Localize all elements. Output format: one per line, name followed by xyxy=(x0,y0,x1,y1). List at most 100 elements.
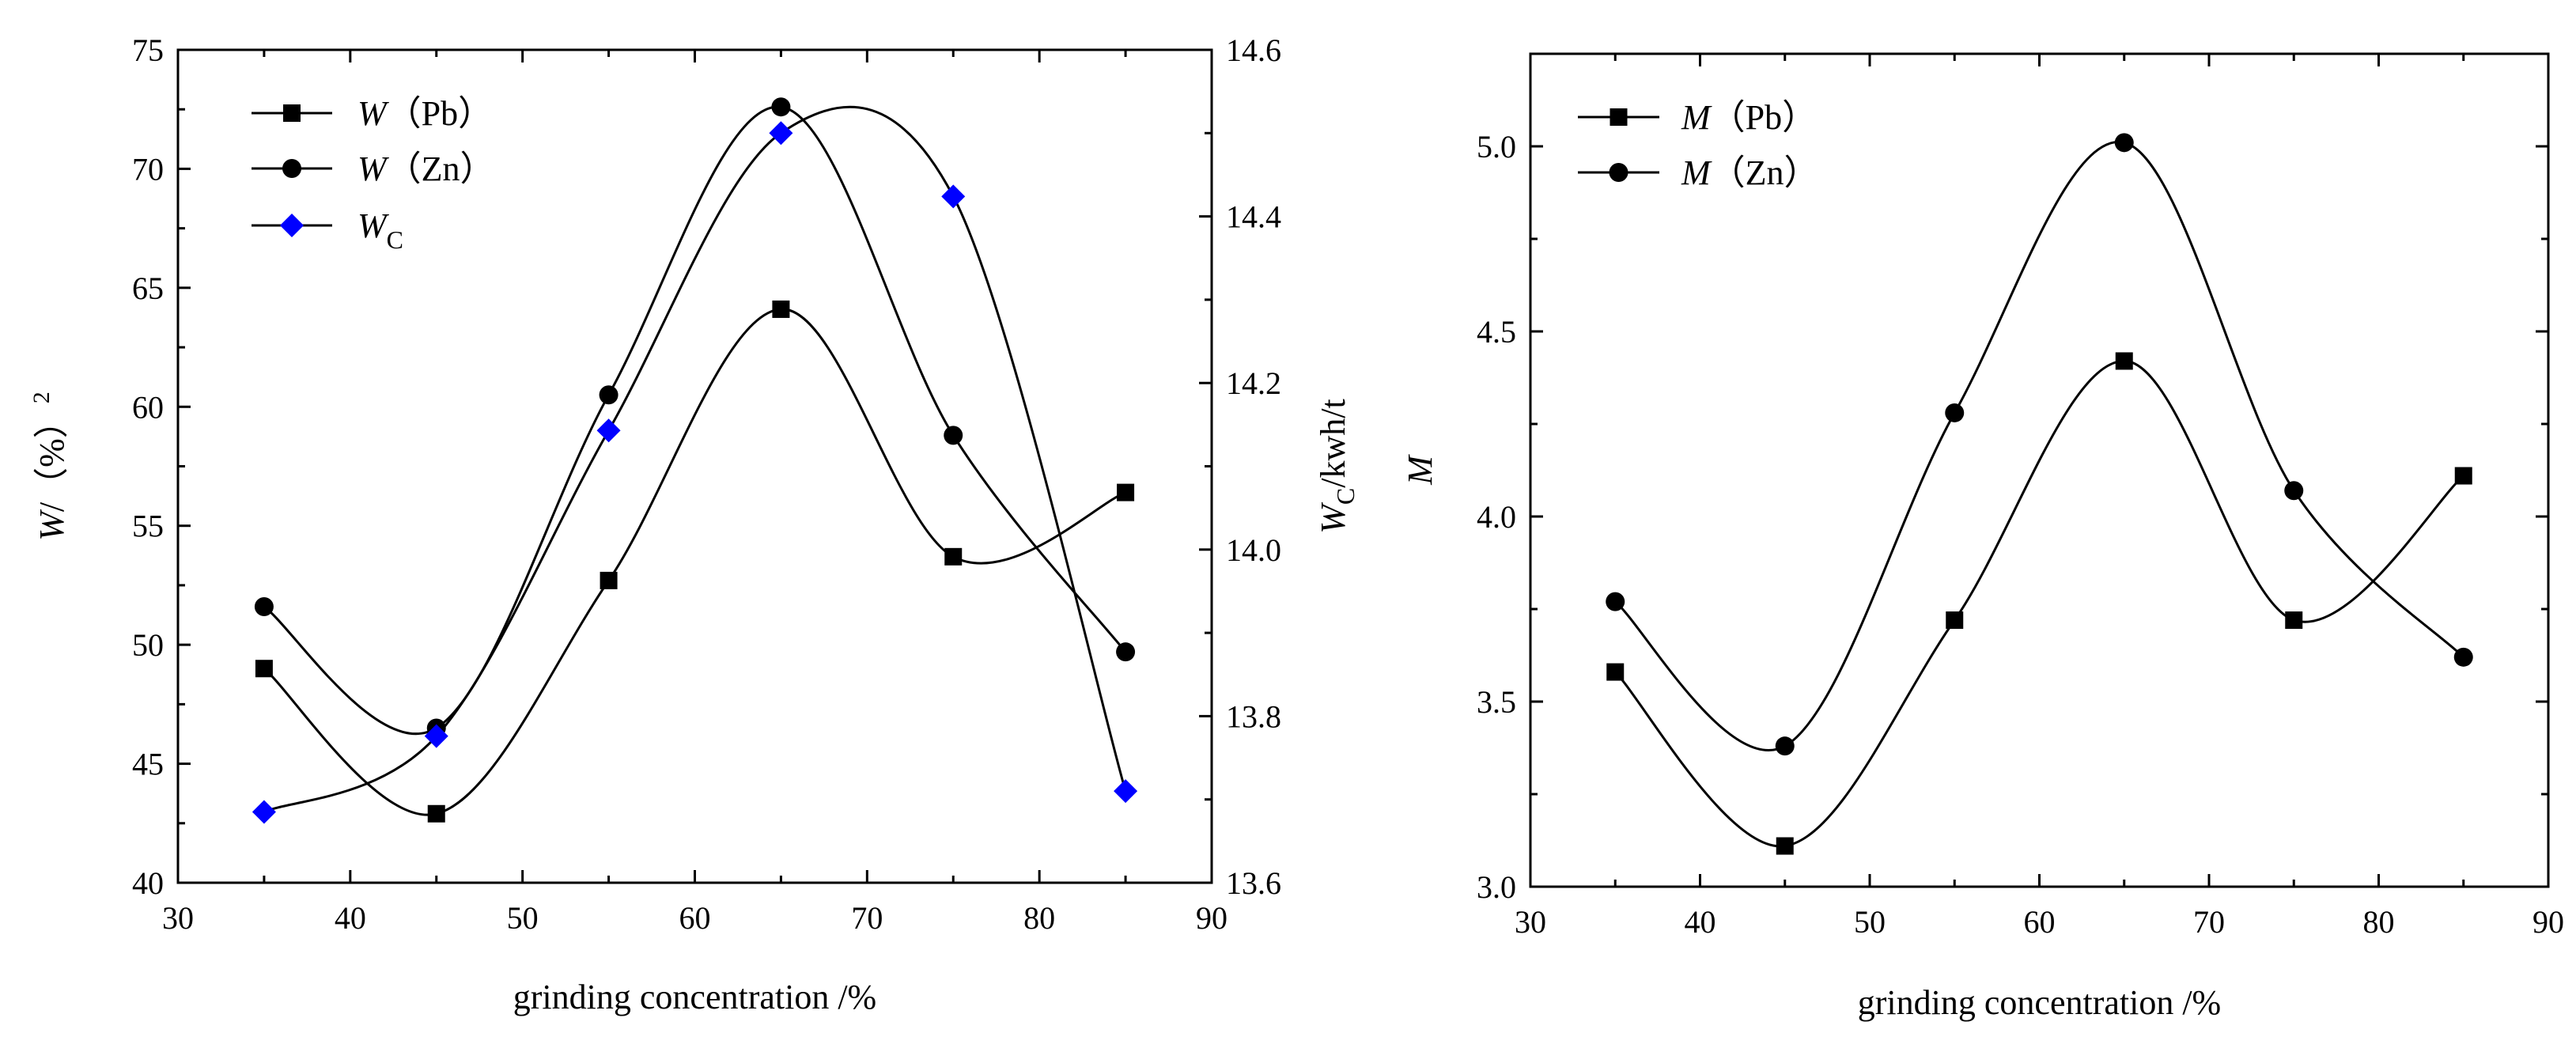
legend-label-text: （Pb） xyxy=(1711,98,1817,137)
legend-label-text: （Pb） xyxy=(387,94,493,133)
data-point xyxy=(600,571,618,589)
series-line xyxy=(1614,359,2464,848)
data-point xyxy=(1114,779,1138,804)
legend-label: W（Pb） xyxy=(357,94,493,133)
data-point xyxy=(1946,611,1964,630)
y2-tick-label: 14.2 xyxy=(1226,365,1281,401)
data-point xyxy=(769,121,793,146)
data-point xyxy=(1776,837,1794,855)
data-point xyxy=(1117,483,1135,501)
legend-label-text: （Zn） xyxy=(387,149,495,188)
series-wc xyxy=(252,105,1138,824)
data-point xyxy=(2453,647,2473,667)
y-tick-label: 65 xyxy=(132,271,164,306)
y-tick-label: 75 xyxy=(132,32,164,68)
series-w-pb- xyxy=(255,300,1135,823)
legend-label: W（Zn） xyxy=(357,149,495,188)
y2-tick-label: 14.0 xyxy=(1226,532,1281,568)
y-tick-label: 45 xyxy=(132,747,164,782)
legend-marker xyxy=(280,214,304,237)
x-tick-label: 70 xyxy=(851,900,883,936)
series-line xyxy=(263,105,1127,736)
y2-tick-label: 13.8 xyxy=(1226,698,1281,734)
legend-label: M（Zn） xyxy=(1681,153,1819,192)
x-tick-label: 30 xyxy=(1515,904,1546,940)
x-tick-label: 50 xyxy=(507,900,539,936)
data-point xyxy=(2115,352,2133,370)
x-tick-label: 60 xyxy=(679,900,711,936)
data-point xyxy=(254,597,274,617)
legend-marker xyxy=(282,159,301,178)
y-axis-label-symbol: W xyxy=(32,509,71,541)
data-point xyxy=(424,724,448,748)
y2-tick-label: 14.4 xyxy=(1226,199,1281,235)
x-axis-label: grinding concentration /% xyxy=(1858,983,2221,1022)
x-tick-label: 30 xyxy=(162,900,194,936)
data-point xyxy=(2285,611,2303,630)
legend-marker xyxy=(283,104,301,122)
y-axis-label: W/（%）2 xyxy=(28,392,71,541)
x-tick-label: 80 xyxy=(2363,904,2395,940)
x-tick-label: 90 xyxy=(1196,900,1227,936)
legend-label: WC xyxy=(357,206,403,254)
legend-label-text: （Zn） xyxy=(1711,153,1819,192)
chart-panel-left: 30 40 50 60 70 80 90404550556065707513.613.814… xyxy=(28,32,1360,1016)
data-point xyxy=(596,418,621,443)
series-line xyxy=(1614,141,2464,751)
y-axis-label-superscript: 2 xyxy=(28,392,55,403)
data-point xyxy=(599,385,618,405)
plot-frame xyxy=(176,48,1213,884)
x-tick-label: 70 xyxy=(2193,904,2225,940)
y-tick-label: 60 xyxy=(132,389,164,425)
y-tick-label: 4.5 xyxy=(1477,314,1516,350)
x-tick-label: 90 xyxy=(2532,904,2564,940)
series-w-zn- xyxy=(254,97,1136,738)
legend-label-symbol: M xyxy=(1681,98,1712,137)
chart-panel-right: 30 40 50 60 70 80 90 3.0 3.5 4.0 4.5 5.0 grinding co… xyxy=(1401,52,2564,1022)
y-tick-label: 50 xyxy=(132,627,164,663)
series-line xyxy=(263,105,1127,813)
y2-axis-label-subscript: C xyxy=(1331,488,1360,505)
y2-axis-label-symbol: W xyxy=(1314,502,1352,534)
y-tick-label: 3.0 xyxy=(1477,869,1516,905)
x-tick-label: 40 xyxy=(1685,904,1716,940)
legend-label-symbol: W xyxy=(357,94,389,133)
y-tick-label: 55 xyxy=(132,509,164,544)
legend-label-symbol: W xyxy=(357,149,389,188)
data-point xyxy=(2114,133,2134,153)
legend-label-subscript: C xyxy=(387,225,403,254)
y-tick-label: 40 xyxy=(132,865,164,901)
x-tick-label: 60 xyxy=(2024,904,2056,940)
legend-label-symbol: W xyxy=(357,206,389,245)
y-tick-label: 70 xyxy=(132,151,164,187)
data-point xyxy=(944,426,963,445)
data-point xyxy=(771,97,791,117)
y-axis-label-unit: /（%） xyxy=(32,403,71,512)
x-tick-label: 40 xyxy=(335,900,366,936)
x-axis-label: grinding concentration /% xyxy=(513,978,876,1016)
data-point xyxy=(252,800,276,824)
series-line xyxy=(263,308,1126,816)
x-tick-label: 80 xyxy=(1023,900,1055,936)
data-point xyxy=(1116,642,1136,662)
y-tick-label: 3.5 xyxy=(1477,684,1516,720)
legend-marker xyxy=(1610,108,1628,126)
legend-label-symbol: M xyxy=(1681,153,1712,192)
series-m-pb- xyxy=(1606,352,2472,855)
series-m-zn- xyxy=(1606,133,2473,756)
y-axis-label: M xyxy=(1401,454,1439,486)
data-point xyxy=(944,547,963,566)
data-point xyxy=(2454,467,2472,485)
y-tick-label: 4.0 xyxy=(1477,499,1516,535)
y2-tick-label: 14.6 xyxy=(1226,32,1281,68)
data-point xyxy=(1606,663,1625,681)
data-point xyxy=(2284,481,2304,501)
data-point xyxy=(941,184,966,209)
y2-axis-label: WC/kwh/t xyxy=(1314,399,1360,533)
y-tick-label: 5.0 xyxy=(1477,129,1516,165)
y2-axis-label-unit: /kwh/t xyxy=(1314,399,1352,487)
legend-marker xyxy=(1609,163,1628,182)
x-tick-label: 50 xyxy=(1854,904,1886,940)
data-point xyxy=(427,804,445,823)
